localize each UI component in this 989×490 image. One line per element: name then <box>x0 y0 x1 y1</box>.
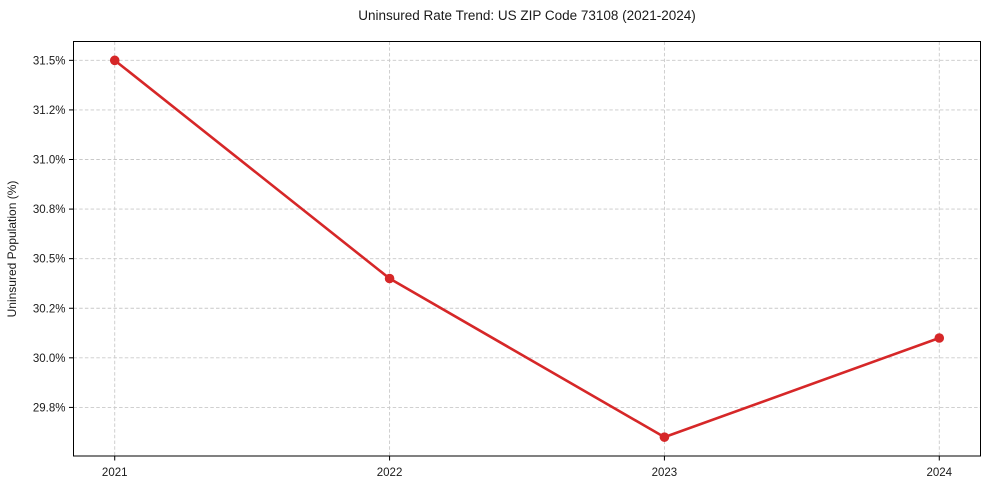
data-point-marker <box>934 333 945 343</box>
y-tick-label: 29.8% <box>33 402 66 414</box>
x-tick-label: 2021 <box>102 467 128 479</box>
trend-line <box>113 59 941 439</box>
data-point-marker <box>384 273 395 284</box>
gridlines <box>73 41 981 456</box>
trend-series <box>109 55 945 442</box>
data-point-marker <box>109 55 120 66</box>
y-tick-label: 31.0% <box>33 155 66 167</box>
y-tick-label: 30.2% <box>33 303 66 315</box>
chart-title: Uninsured Rate Trend: US ZIP Code 73108 … <box>358 8 695 23</box>
y-axis-label: Uninsured Population (%) <box>5 181 19 318</box>
plot-frame <box>73 41 981 457</box>
y-tick-label: 30.8% <box>33 204 66 216</box>
axes: 31.5% 31.2% 31.0% 30.8% 30.5% 30.2% 30.0% 29.8%… <box>33 41 981 479</box>
x-tick-label: 2022 <box>377 467 403 479</box>
data-point-marker <box>659 432 670 442</box>
x-tick-label: 2023 <box>652 467 678 479</box>
y-tick-label: 30.5% <box>33 254 66 266</box>
y-tick-label: 31.2% <box>33 105 66 117</box>
y-tick-label: 31.5% <box>33 55 66 67</box>
y-tick-label: 30.0% <box>33 353 66 365</box>
x-tick-label: 2024 <box>926 467 952 479</box>
